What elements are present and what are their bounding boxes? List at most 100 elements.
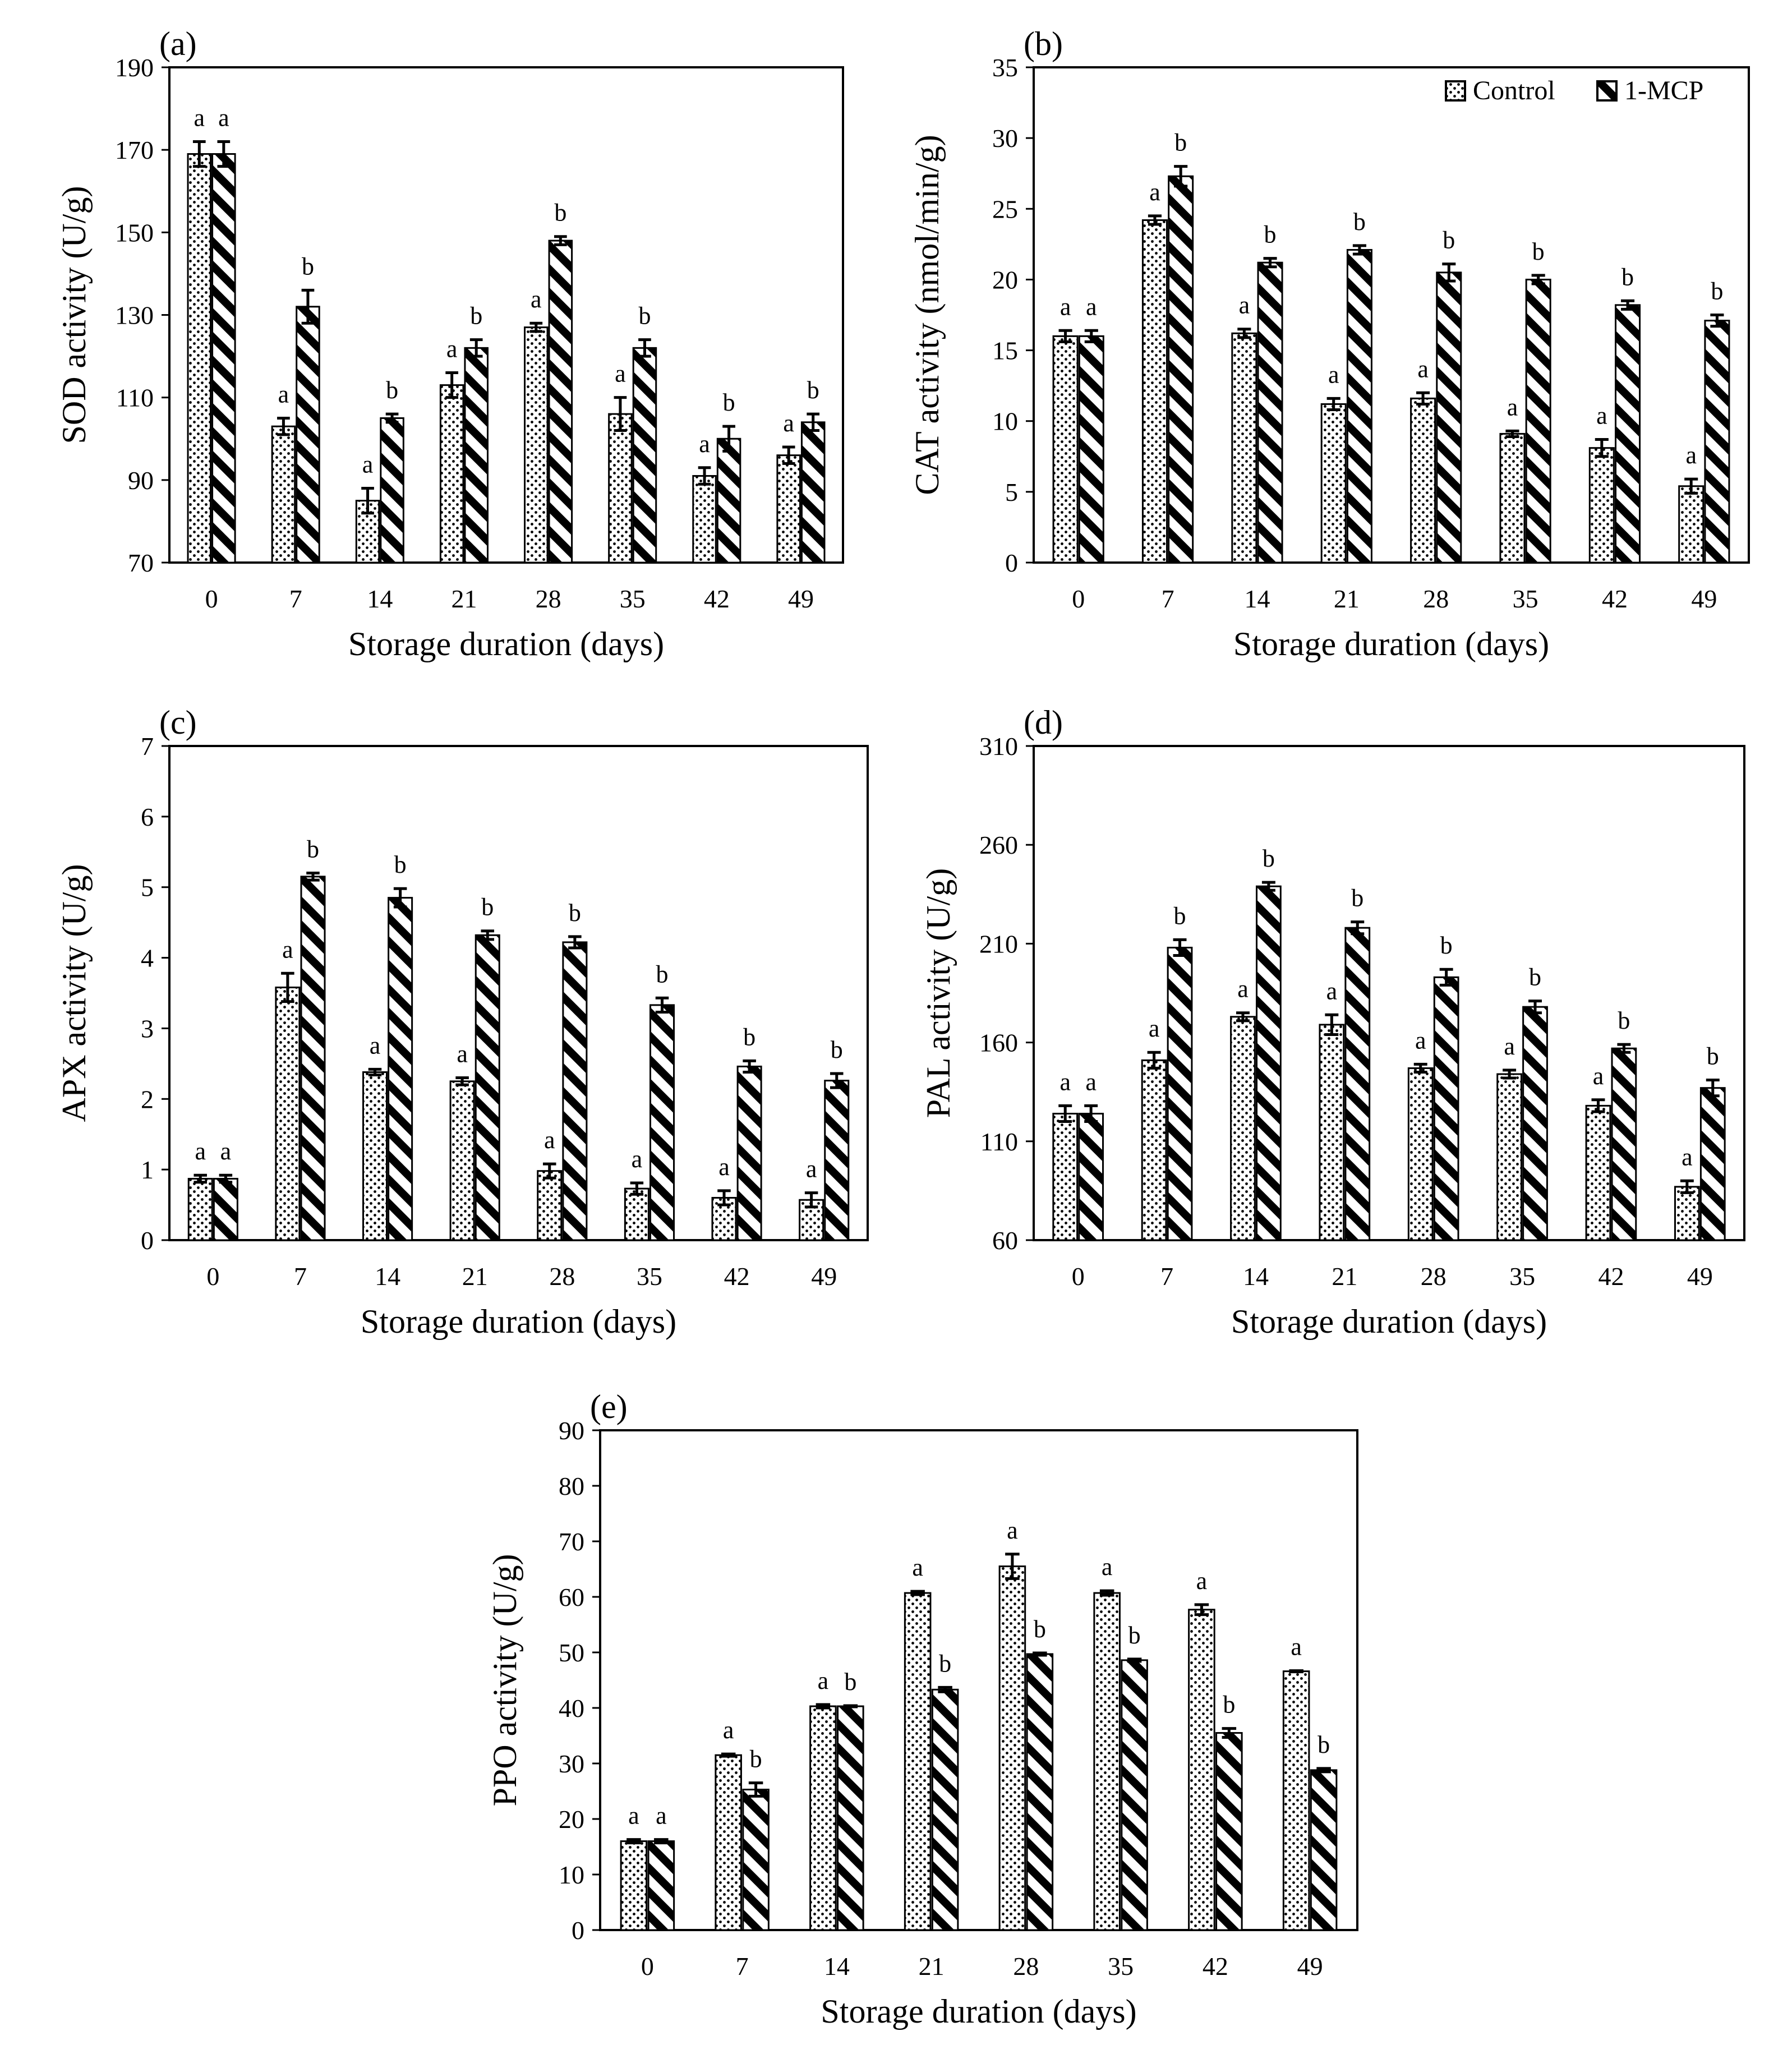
bar-control (1052, 335, 1079, 564)
significance-letter: b (1174, 129, 1187, 156)
plot-frame (1033, 745, 1745, 1241)
y-tick-label: 4 (141, 944, 154, 973)
bar-control (1674, 1186, 1700, 1241)
significance-letter: b (807, 376, 819, 404)
y-tick-label: 15 (992, 337, 1018, 365)
significance-letter: a (531, 285, 542, 313)
y-tick-label: 6 (141, 803, 154, 831)
error-bar (1617, 1043, 1631, 1054)
x-tick-label: 21 (462, 1262, 488, 1291)
significance-letter: a (1237, 975, 1249, 1003)
bar-1mcp (931, 1688, 959, 1931)
error-bar (385, 412, 399, 424)
x-tick-label: 28 (1013, 1952, 1039, 1981)
x-tick-label: 42 (724, 1262, 750, 1291)
significance-letter: b (1223, 1691, 1235, 1719)
bar-1mcp (1522, 1006, 1548, 1241)
error-bar (1263, 257, 1277, 269)
bar-control (524, 326, 549, 564)
error-bar (807, 412, 820, 432)
plot-frame (599, 1429, 1358, 1931)
error-bar (393, 887, 407, 909)
error-bar (455, 1076, 469, 1086)
y-tick-label: 7 (141, 732, 154, 761)
bar-1mcp (1257, 261, 1283, 564)
significance-letter: a (1507, 393, 1518, 421)
error-bar (1706, 1079, 1720, 1098)
error-bar (1531, 274, 1545, 285)
error-bar (743, 1059, 756, 1074)
bar-1mcp (464, 347, 489, 564)
error-bar (1503, 1069, 1517, 1080)
bar-control (439, 384, 464, 564)
error-bar (698, 466, 711, 486)
y-tick-label: 5 (1005, 478, 1018, 506)
legend-label-1mcp: 1-MCP (1624, 76, 1703, 105)
y-axis-label: APX activity (U/g) (56, 864, 93, 1122)
x-tick-label: 35 (1108, 1952, 1134, 1981)
x-axis-label: Storage duration (days) (361, 1303, 676, 1340)
x-tick-label: 42 (1602, 584, 1628, 613)
bar-1mcp (1121, 1659, 1148, 1931)
x-tick-label: 21 (451, 584, 477, 613)
bar-1mcp (380, 417, 404, 564)
significance-letter: b (1174, 902, 1186, 929)
significance-letter: a (656, 1802, 667, 1830)
x-tick-label: 7 (736, 1952, 749, 1981)
significance-letter: b (1034, 1615, 1046, 1643)
significance-letter: b (1351, 885, 1363, 912)
error-bar (830, 1072, 844, 1089)
significance-letter: b (1532, 238, 1545, 265)
significance-letter: b (569, 899, 581, 927)
panel-label: (e) (590, 1388, 628, 1425)
significance-letter: b (656, 960, 669, 988)
error-bar (217, 140, 231, 168)
bar-1mcp (1310, 1769, 1338, 1931)
significance-letter: b (481, 894, 494, 921)
x-tick-label: 0 (1072, 584, 1085, 613)
error-bar (614, 396, 627, 432)
significance-letter: b (1317, 1731, 1330, 1758)
significance-letter: a (1417, 355, 1429, 383)
error-bar (1099, 1589, 1114, 1597)
x-tick-label: 7 (1160, 1262, 1173, 1291)
x-tick-label: 14 (375, 1262, 400, 1291)
error-bar (1148, 214, 1162, 226)
error-bar (1442, 262, 1456, 283)
error-bar (529, 321, 543, 333)
error-bar (1033, 1651, 1047, 1657)
error-bar (1058, 1104, 1072, 1123)
bar-control (187, 153, 212, 564)
bar-control (271, 425, 296, 564)
legend-swatch-1mcp (1596, 80, 1618, 102)
bar-1mcp (211, 153, 236, 564)
bar-control (620, 1840, 648, 1931)
bar-control (715, 1754, 742, 1931)
significance-letter: b (939, 1650, 951, 1677)
significance-letter: a (1102, 1553, 1113, 1581)
bar-control (776, 454, 801, 564)
significance-letter: a (457, 1040, 468, 1068)
y-axis-label: PAL activity (U/g) (920, 868, 957, 1118)
error-bar (1325, 1013, 1339, 1037)
error-bar (1710, 314, 1724, 328)
error-bar (1237, 328, 1251, 339)
y-tick-label: 60 (992, 1226, 1018, 1255)
significance-letter: a (615, 360, 626, 388)
bar-control (1499, 432, 1526, 564)
y-tick-label: 40 (559, 1694, 584, 1723)
error-bar (361, 487, 374, 515)
error-bar (1439, 968, 1453, 987)
error-bar (1222, 1727, 1237, 1739)
y-tick-label: 110 (980, 1127, 1018, 1156)
panel-label: (a) (159, 25, 197, 62)
bar-control (1319, 1024, 1345, 1241)
bar-1mcp (388, 897, 413, 1241)
error-bar (1505, 429, 1519, 438)
bar-control (1141, 1059, 1167, 1241)
bar-control (1052, 1112, 1079, 1241)
y-tick-label: 160 (979, 1029, 1018, 1057)
bar-1mcp (716, 437, 741, 564)
